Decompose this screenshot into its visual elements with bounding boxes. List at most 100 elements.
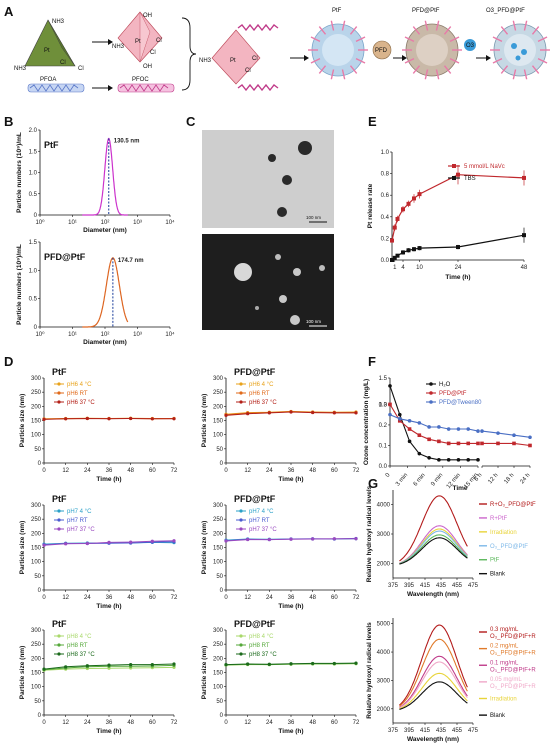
legend-label: 5 mmol/L NaVc xyxy=(464,164,505,170)
legend-label: PtF xyxy=(490,558,500,564)
x-tick-label: 36 xyxy=(106,595,113,601)
legend-label: O₃_PFD@PtF xyxy=(490,544,528,550)
data-point xyxy=(64,542,68,546)
data-point xyxy=(267,537,271,542)
y-tick-label: 150 xyxy=(213,671,224,677)
x-tick-label: 10² xyxy=(101,220,110,226)
o3-spike xyxy=(523,69,528,80)
label-o3-pfd-ptf-scheme: O3_PFD@PtF xyxy=(486,8,525,14)
spectrum-line xyxy=(399,534,468,565)
x-tick-label: 9 min xyxy=(430,472,444,487)
x-tick-label: 415 xyxy=(420,583,431,589)
y-tick-label: 250 xyxy=(31,390,42,396)
data-point xyxy=(456,441,461,446)
y-tick-label: 250 xyxy=(213,390,224,396)
data-point xyxy=(289,662,293,666)
y-tick-label: 300 xyxy=(213,503,224,509)
o3-spike xyxy=(531,26,540,35)
label-pt: Pt xyxy=(44,48,50,54)
data-point xyxy=(150,539,154,543)
y-tick-label: 50 xyxy=(34,699,41,705)
x-axis-label: Time (h) xyxy=(278,728,303,735)
data-point xyxy=(417,192,422,197)
x-tick-label: 36 xyxy=(288,468,295,474)
legend-label: pH8 37 °C xyxy=(67,652,95,658)
data-point xyxy=(388,412,392,417)
label-pfd-ptf-scheme: PFD@PtF xyxy=(412,8,440,14)
label-o3-bubble: O3 xyxy=(466,43,475,49)
arrowhead-3 xyxy=(304,55,309,61)
data-point xyxy=(42,667,46,671)
y-tick-label: 1.0 xyxy=(379,402,388,408)
o3-spike xyxy=(500,65,509,74)
data-point xyxy=(388,402,392,407)
legend-marker xyxy=(57,400,61,404)
legend-marker xyxy=(57,634,61,638)
data-point xyxy=(407,419,412,423)
legend-label: pH7 37 °C xyxy=(249,527,277,533)
x-tick-label: 0 xyxy=(224,468,228,474)
subplot-title: PtF xyxy=(44,140,59,150)
x-tick-label: 10³ xyxy=(133,332,142,338)
y-axis-label: Particle size (nm) xyxy=(201,521,208,574)
x-tick-label: 24 xyxy=(84,720,91,726)
y-tick-label: 250 xyxy=(213,642,224,648)
x-tick-label: 72 xyxy=(171,595,178,601)
subplot-title: PtF xyxy=(52,494,67,504)
stability-subplot: 0 50 100 150 200 250 300 0 12 24 36 48 60 72 Time (h) P… xyxy=(201,619,360,735)
x-tick-label: 60 xyxy=(331,595,338,601)
pfoc-chain: PFOC xyxy=(117,77,175,93)
x-tick-label: 395 xyxy=(404,728,415,734)
x-tick-label: 415 xyxy=(420,728,431,734)
o3-spike xyxy=(492,58,503,64)
data-point xyxy=(397,419,402,423)
data-point xyxy=(476,429,480,433)
arrowhead-1 xyxy=(108,39,113,45)
subplot-title: PFD@PtF xyxy=(44,252,86,262)
y-tick-label: 100 xyxy=(31,685,42,691)
y-tick-label: 300 xyxy=(213,628,224,634)
x-tick-label: 12 xyxy=(244,468,251,474)
data-point xyxy=(172,662,176,666)
label-ptf-scheme: PtF xyxy=(332,8,342,14)
y-tick-label: 50 xyxy=(216,699,223,705)
panel-label-a: A xyxy=(4,4,14,19)
data-point xyxy=(224,539,228,543)
data-point xyxy=(437,439,441,444)
legend-label: pH8 37 °C xyxy=(249,652,277,658)
x-tick-label: 0 xyxy=(224,595,228,601)
legend-marker xyxy=(57,509,61,513)
stability-subplot: 0 50 100 150 200 250 300 0 12 24 36 48 60 72 Time (h) P… xyxy=(19,494,178,610)
y-tick-label: 1.0 xyxy=(29,268,38,274)
legend-marker xyxy=(239,382,243,386)
data-point xyxy=(446,441,451,446)
x-tick-label: 6 min xyxy=(413,472,427,487)
legend-marker xyxy=(452,176,456,180)
y-tick-label: 0 xyxy=(38,588,42,594)
spectrum-line xyxy=(399,638,468,707)
x-axis-label: Time (h) xyxy=(278,603,303,610)
o3-spike xyxy=(512,20,517,31)
legend-label: pH6 RT xyxy=(249,391,270,397)
data-point xyxy=(456,172,460,177)
y-tick-label: 250 xyxy=(31,642,42,648)
ptf-spike xyxy=(349,26,358,35)
legend-label: pH8 RT xyxy=(67,643,88,649)
data-point xyxy=(407,427,412,431)
panel-label-d: D xyxy=(4,354,13,369)
data-point xyxy=(390,258,394,262)
spectrum-line xyxy=(399,530,468,565)
legend-marker xyxy=(239,652,243,656)
data-point xyxy=(401,250,405,255)
legend-marker xyxy=(429,382,433,386)
y-tick-label: 0.2 xyxy=(379,423,388,429)
peak-annotation: 174.7 nm xyxy=(118,258,144,264)
y-tick-label: 1.0 xyxy=(381,150,390,156)
y-tick-label: 100 xyxy=(213,685,224,691)
legend-label: PFD@Tween80 xyxy=(439,400,482,406)
o3-spike xyxy=(523,20,528,31)
label-pfoa: PFOA xyxy=(40,77,56,83)
data-point xyxy=(522,233,526,238)
o3-bubble-icon: O3 xyxy=(464,39,476,51)
